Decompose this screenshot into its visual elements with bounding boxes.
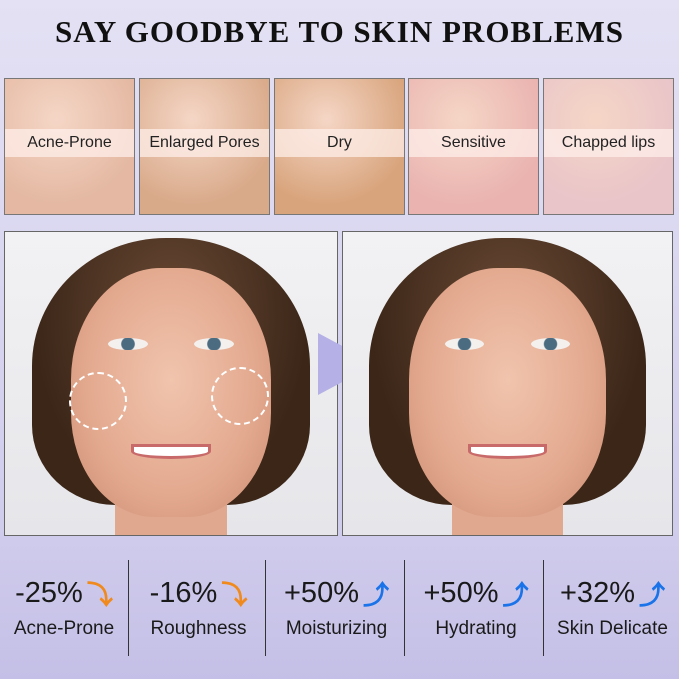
problem-area-marker [69,372,127,430]
divider [265,560,266,656]
stat-item: +50% ⤴ Moisturizing [268,575,405,640]
page-title: SAY GOODBYE TO SKIN PROBLEMS [55,14,624,49]
skin-problem-label: Chapped lips [544,129,673,157]
stat-value: +32% [560,577,635,609]
arrow-up-icon: ⤴ [362,580,389,610]
stat-value: +50% [423,577,499,609]
eye [530,338,570,351]
problem-area-marker [211,367,269,425]
arrow-up-icon: ⤴ [638,580,665,610]
stat-item: +32% ⤴ Skin Delicate [546,575,679,640]
skin-problem-label: Sensitive [409,129,538,157]
stat-label: Hydrating [435,618,517,639]
skin-problem-tile: Chapped lips [543,78,674,215]
eye [194,338,235,351]
arrow-up-icon: ⤴ [502,580,529,610]
stat-label: Skin Delicate [557,618,668,639]
divider [128,560,129,656]
arrow-down-icon: ⤵ [86,580,113,610]
mouth [131,444,211,460]
stat-label: Acne-Prone [13,618,115,639]
skin-problem-tile: Acne-Prone [4,78,135,215]
stat-item: -25% ⤵ Acne-Prone [0,575,128,640]
stat-item: -16% ⤵ Roughness [131,575,266,640]
face [408,268,607,517]
before-photo [4,231,338,536]
stat-value: +50% [284,577,359,609]
skin-problem-label: Enlarged Pores [140,129,269,157]
stat-value: -25% [15,577,83,609]
skin-problem-label: Dry [275,129,404,157]
stat-item: +50% ⤴ Hydrating [407,575,545,640]
skin-problem-tile: Sensitive [408,78,539,215]
stat-label: Moisturizing [285,618,388,639]
arrow-down-icon: ⤵ [221,580,248,610]
eye [444,338,485,351]
after-photo [342,231,673,536]
eye [107,338,148,351]
divider [543,560,544,656]
stat-value: -16% [149,577,218,609]
skin-problem-tile: Dry [274,78,405,215]
skin-problem-label: Acne-Prone [5,129,134,157]
mouth [468,444,547,460]
skin-problem-tile: Enlarged Pores [139,78,270,215]
stat-label: Roughness [150,618,247,639]
divider [404,560,405,656]
